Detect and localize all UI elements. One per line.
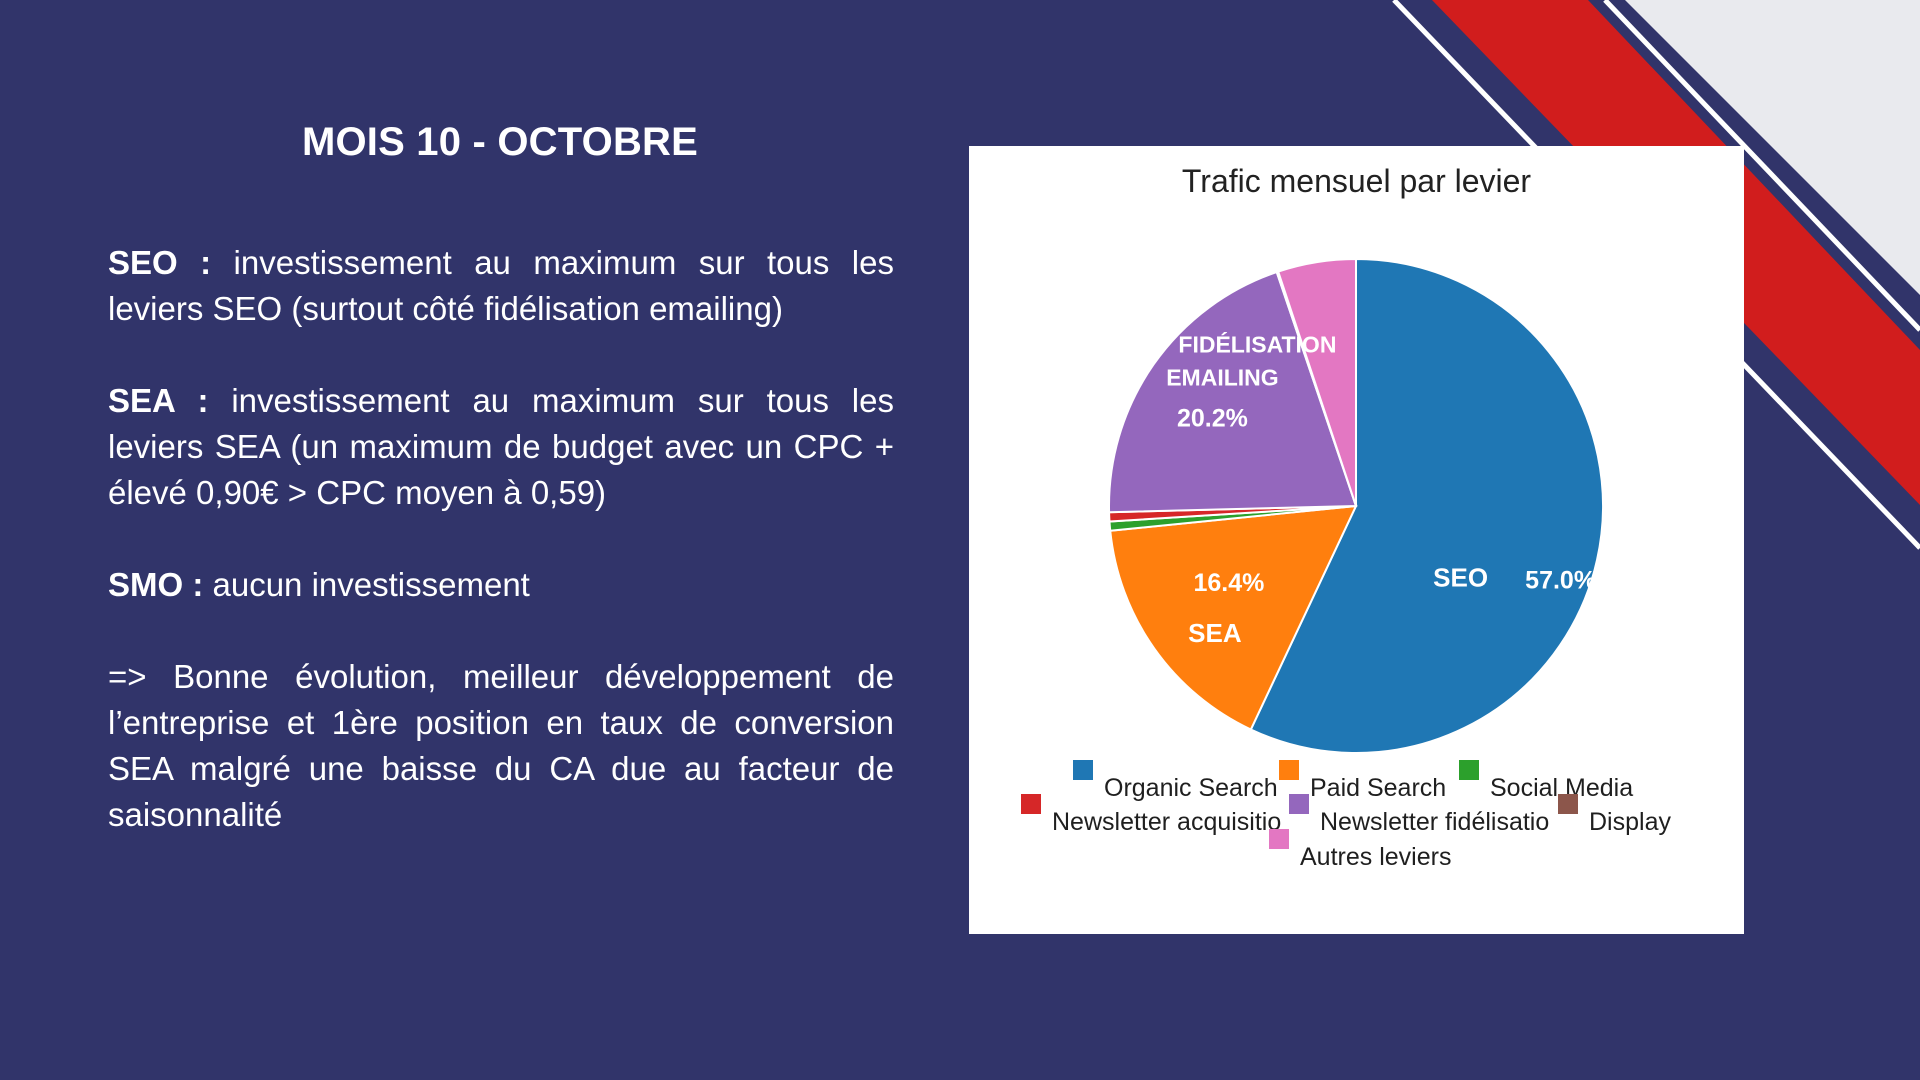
note-text: investissement au maximum sur tous les l… bbox=[108, 244, 894, 327]
legend-label: Newsletter acquisitio bbox=[1052, 808, 1281, 836]
slide-title: MOIS 10 - OCTOBRE bbox=[301, 120, 699, 164]
slice-label-name: SEO bbox=[1433, 562, 1488, 592]
notes-section: SEO : investissement au maximum sur tous… bbox=[108, 240, 894, 884]
legend-swatch bbox=[1021, 794, 1041, 814]
legend-swatch bbox=[1073, 760, 1093, 780]
slice-label-percent: 57.0% bbox=[1525, 566, 1596, 594]
slice-label-name-line: EMAILING bbox=[1166, 364, 1278, 390]
note-label: SEA : bbox=[108, 382, 209, 419]
note-smo: SMO : aucun investissement bbox=[108, 562, 894, 608]
legend-swatch bbox=[1269, 829, 1289, 849]
note-sea: SEA : investissement au maximum sur tous… bbox=[108, 378, 894, 516]
legend-swatch bbox=[1279, 760, 1299, 780]
legend-label: Paid Search bbox=[1310, 774, 1446, 802]
note-label: SEO : bbox=[108, 244, 212, 281]
note-text: => Bonne évolution, meilleur développeme… bbox=[108, 658, 894, 833]
pie-slice-paid-search bbox=[1109, 504, 1358, 731]
slice-label-name-line: FIDÉLISATION bbox=[1178, 330, 1336, 357]
note-seo: SEO : investissement au maximum sur tous… bbox=[108, 240, 894, 332]
note-text: aucun investissement bbox=[212, 566, 530, 603]
slice-label-percent: 16.4% bbox=[1193, 569, 1264, 597]
note-conclusion: => Bonne évolution, meilleur développeme… bbox=[108, 654, 894, 838]
white-diagonal-line bbox=[1603, 0, 1920, 332]
slice-label-name: SEA bbox=[1188, 618, 1242, 648]
legend-label: Organic Search bbox=[1104, 774, 1278, 802]
legend-swatch bbox=[1558, 794, 1578, 814]
note-label: SMO : bbox=[108, 566, 204, 603]
pie-slice-organic-search bbox=[1249, 257, 1604, 754]
pie-slice-autres-leviers bbox=[1276, 257, 1357, 507]
legend-label: Newsletter fidélisatio bbox=[1320, 808, 1549, 836]
note-text: investissement au maximum sur tous les l… bbox=[108, 382, 894, 511]
chart-card: Trafic mensuel par levier SEO 57.0% 16.4% SE… bbox=[969, 146, 1744, 934]
legend-swatch bbox=[1289, 794, 1309, 814]
chart-title: Trafic mensuel par levier bbox=[1182, 163, 1532, 199]
legend-label: Display bbox=[1589, 808, 1671, 836]
slice-label-percent: 20.2% bbox=[1177, 404, 1248, 432]
legend-swatch bbox=[1459, 760, 1479, 780]
slice-label-name: FIDÉLISATION EMAILING bbox=[1166, 330, 1336, 390]
legend-label: Autres leviers bbox=[1300, 843, 1451, 871]
pie-slice-newsletter-fid-lisation bbox=[1108, 270, 1358, 514]
pie-chart: Trafic mensuel par levier SEO 57.0% 16.4% SE… bbox=[1021, 163, 1671, 871]
light-corner-shape bbox=[1625, 0, 1920, 295]
